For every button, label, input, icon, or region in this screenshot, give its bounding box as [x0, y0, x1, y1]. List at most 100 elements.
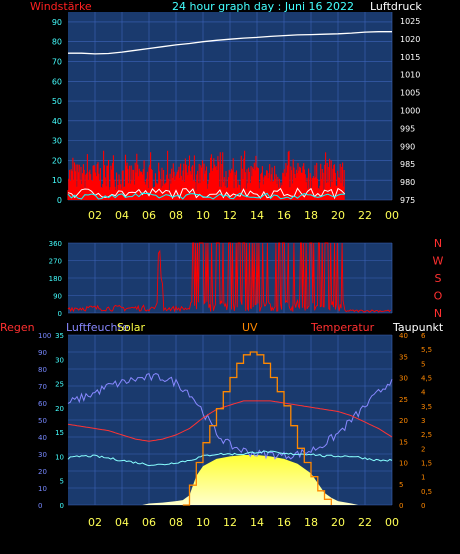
panel3-x-tick: 02 [88, 516, 102, 529]
panel3-luftfeuchte-tick: 35 [55, 332, 64, 340]
panel3-temp-tick: 0 [399, 502, 403, 510]
wind-axis-label: Windstärke [30, 0, 92, 13]
panel3-x-tick: 12 [223, 516, 237, 529]
panel3-regen-tick: 80 [38, 366, 47, 374]
panel3-temp-tick: 20 [399, 417, 408, 425]
panel2-left-tick: 0 [58, 310, 62, 318]
uv-line [182, 351, 332, 506]
temperature-axis-label: Temperatur [311, 321, 375, 334]
panel3-taupunkt-tick: 2 [421, 445, 425, 453]
panel3-temp-tick: 5 [399, 481, 403, 489]
pressure-axis-label: Luftdruck [370, 0, 422, 13]
rain-axis-label: Regen [0, 321, 35, 334]
panel3-x-tick: 08 [169, 516, 183, 529]
panel3-luftfeuchte-tick: 15 [55, 429, 64, 437]
panel1-x-tick: 10 [196, 209, 210, 222]
panel3-taupunkt-tick: 3 [421, 417, 425, 425]
wind-gust-bars [67, 150, 345, 200]
panel1-right-tick: 1005 [400, 89, 420, 98]
panel3-taupunkt-tick: 4,5 [421, 375, 432, 383]
panel3-regen-tick: 60 [38, 400, 47, 408]
panel3-regen-tick: 20 [38, 468, 47, 476]
panel3-temp-tick: 35 [399, 353, 408, 361]
solar-area [142, 455, 359, 505]
humidity-line [67, 372, 393, 460]
humidity-axis-label: Luftfeuchte [66, 321, 129, 334]
panel3-regen-tick: 50 [38, 417, 47, 425]
panel3-luftfeuchte-tick: 20 [55, 405, 64, 413]
panel1-left-tick: 90 [52, 18, 62, 27]
panel3-x-tick: 16 [277, 516, 291, 529]
panel1-left-tick: 50 [52, 97, 62, 106]
panel1-left-tick: 80 [52, 38, 62, 47]
panel3-temp-tick: 25 [399, 396, 408, 404]
panel1-x-tick: 04 [115, 209, 129, 222]
panel1-right-tick: 1000 [400, 106, 420, 115]
panel3-regen-tick: 0 [38, 502, 42, 510]
panel3-x-tick: 00 [385, 516, 399, 529]
panel1-left-tick: 40 [52, 117, 62, 126]
pressure-line [68, 31, 392, 55]
panel1-right-tick: 975 [400, 196, 415, 205]
panel1-x-tick: 08 [169, 209, 183, 222]
panel3-temp-tick: 40 [399, 332, 408, 340]
chart-title: 24 hour graph day : Juni 16 2022 [172, 0, 355, 13]
panel1-x-tick: 14 [250, 209, 264, 222]
panel1-right-tick: 985 [400, 160, 415, 169]
panel1-right-tick: 990 [400, 142, 415, 151]
dewpoint-axis-label: Taupunkt [393, 321, 444, 334]
panel3-x-tick: 10 [196, 516, 210, 529]
panel3-temp-tick: 10 [399, 460, 408, 468]
panel3-taupunkt-tick: 0 [421, 502, 425, 510]
dewpoint-line [67, 450, 393, 467]
wind-speed-line [67, 192, 345, 200]
panel2-direction-label: O [434, 290, 443, 303]
panel1-x-tick: 02 [88, 209, 102, 222]
panel3-regen-tick: 90 [38, 349, 47, 357]
panel3-regen-tick: 40 [38, 434, 47, 442]
panel1-right-tick: 980 [400, 178, 415, 187]
panel1-right-tick: 1015 [400, 53, 420, 62]
panel1-x-tick: 06 [142, 209, 156, 222]
panel1-right-tick: 1020 [400, 35, 420, 44]
panel2-direction-label: W [433, 255, 444, 268]
temperature-line [67, 400, 393, 442]
panel1-x-tick: 00 [385, 209, 399, 222]
panel1-right-tick: 995 [400, 124, 415, 133]
panel2-left-tick: 360 [49, 240, 62, 248]
panel3-taupunkt-tick: 5 [421, 360, 425, 368]
panel2-left-tick: 180 [49, 275, 62, 283]
panel1-right-tick: 1025 [400, 17, 420, 26]
panel2-direction-label: S [435, 272, 442, 285]
panel2-left-tick: 90 [53, 293, 62, 301]
solar-axis-label: Solar [117, 321, 146, 334]
panel3-regen-tick: 70 [38, 383, 47, 391]
panel3-x-tick: 06 [142, 516, 156, 529]
panel3-temp-tick: 15 [399, 438, 408, 446]
panel3-taupunkt-tick: 0,5 [421, 488, 432, 496]
panel1-right-tick: 1010 [400, 71, 420, 80]
panel1-x-tick: 12 [223, 209, 237, 222]
panel1-x-tick: 16 [277, 209, 291, 222]
panel3-luftfeuchte-tick: 10 [55, 453, 64, 461]
panel3-x-tick: 04 [115, 516, 129, 529]
panel1-left-tick: 70 [52, 57, 62, 66]
panel1-left-tick: 30 [52, 137, 62, 146]
panel3-taupunkt-tick: 3,5 [421, 403, 432, 411]
panel3-x-tick: 18 [304, 516, 318, 529]
panel3-taupunkt-tick: 5,5 [421, 346, 432, 354]
panel3-regen-tick: 100 [38, 332, 51, 340]
panel1-left-tick: 60 [52, 77, 62, 86]
panel1-left-tick: 0 [57, 196, 62, 205]
panel1-x-tick: 18 [304, 209, 318, 222]
panel2-direction-label: N [434, 307, 442, 320]
panel2-left-tick: 270 [49, 258, 62, 266]
panel3-luftfeuchte-tick: 0 [60, 502, 64, 510]
panel3-x-tick: 14 [250, 516, 264, 529]
panel3-x-tick: 20 [331, 516, 345, 529]
panel3-taupunkt-tick: 1 [421, 474, 425, 482]
panel1-left-tick: 10 [52, 176, 62, 185]
panel3-taupunkt-tick: 2,5 [421, 431, 432, 439]
panel3-taupunkt-tick: 6 [421, 332, 426, 340]
